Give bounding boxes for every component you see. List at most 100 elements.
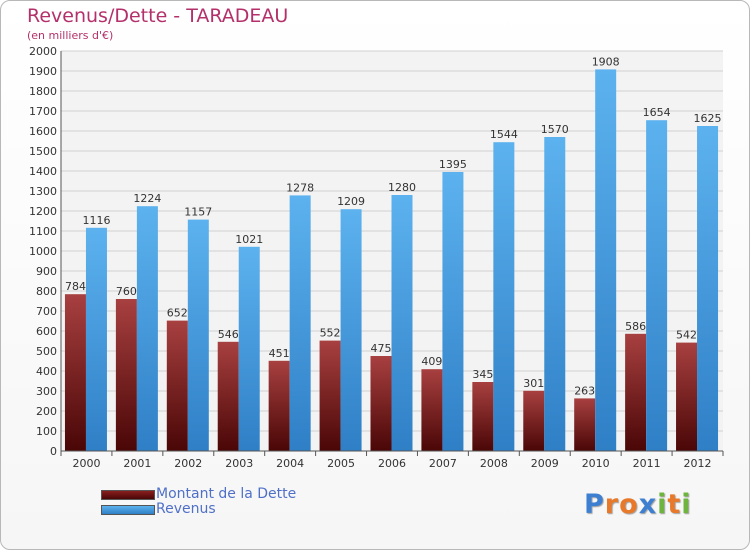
x-tick-label: 2003 xyxy=(225,457,253,470)
y-tick-label: 1300 xyxy=(29,185,57,198)
y-tick-label: 900 xyxy=(36,265,57,278)
data-label-revenus: 1157 xyxy=(184,206,212,219)
legend-label-revenus: Revenus xyxy=(156,501,216,517)
x-tick-label: 2007 xyxy=(429,457,457,470)
y-tick-label: 700 xyxy=(36,305,57,318)
y-tick-label: 1500 xyxy=(29,145,57,158)
y-tick-label: 1900 xyxy=(29,65,57,78)
y-tick-label: 1600 xyxy=(29,125,57,138)
bar-revenus xyxy=(544,137,566,451)
x-tick-label: 2008 xyxy=(480,457,508,470)
y-tick-label: 600 xyxy=(36,325,57,338)
bar-revenus xyxy=(646,120,668,451)
y-tick-label: 0 xyxy=(50,445,57,458)
logo-letter: i xyxy=(657,489,668,520)
bar-revenus xyxy=(340,209,362,451)
legend-swatch-revenus xyxy=(101,505,155,515)
data-label-revenus: 1395 xyxy=(439,158,467,171)
bar-dette xyxy=(523,390,545,451)
data-label-revenus: 1625 xyxy=(694,112,722,125)
bar-dette xyxy=(217,341,239,451)
logo-letter: o xyxy=(619,489,639,520)
chart-title: Revenus/Dette - TARADEAU xyxy=(27,5,289,27)
logo-letter: x xyxy=(638,489,658,520)
chart-subtitle: (en milliers d'€) xyxy=(27,29,114,42)
x-tick-label: 2006 xyxy=(378,457,406,470)
data-label-dette: 263 xyxy=(574,384,595,397)
x-tick-label: 2002 xyxy=(174,457,202,470)
data-label-revenus: 1278 xyxy=(286,181,314,194)
y-tick-label: 100 xyxy=(36,425,57,438)
data-label-revenus: 1570 xyxy=(541,123,569,136)
y-tick-label: 1000 xyxy=(29,245,57,258)
bar-revenus xyxy=(187,219,209,451)
data-label-dette: 760 xyxy=(116,285,137,298)
axes: 0 100 200 300 400 500 600 700 800 900 1000 1100 1200… xyxy=(29,45,724,470)
data-label-revenus: 1544 xyxy=(490,128,518,141)
data-label-dette: 301 xyxy=(523,377,544,390)
data-labels: 784 760 652 546 451 552 475 409 345 301 263 586 542 1… xyxy=(65,55,722,397)
bar-revenus xyxy=(391,195,413,451)
data-label-dette: 546 xyxy=(218,328,239,341)
logo-letter: i xyxy=(681,489,692,520)
bar-dette xyxy=(319,340,341,451)
bar-dette xyxy=(421,369,443,451)
bar-revenus xyxy=(442,172,464,451)
data-label-dette: 552 xyxy=(320,327,341,340)
bar-dette xyxy=(625,333,647,451)
bar-revenus xyxy=(85,227,107,451)
data-label-dette: 784 xyxy=(65,280,86,293)
logo-letter: P xyxy=(584,489,605,520)
x-tick-label: 2010 xyxy=(582,457,610,470)
bar-dette xyxy=(574,398,596,451)
y-tick-label: 1200 xyxy=(29,205,57,218)
proxiti-logo: Proxiti xyxy=(584,489,692,520)
bars xyxy=(64,69,719,452)
x-tick-label: 2004 xyxy=(276,457,304,470)
y-tick-label: 1800 xyxy=(29,85,57,98)
x-tick-label: 2009 xyxy=(531,457,559,470)
bar-dette xyxy=(64,294,86,451)
x-tick-label: 2011 xyxy=(633,457,661,470)
x-tick-label: 2001 xyxy=(123,457,151,470)
bar-dette xyxy=(268,360,290,451)
y-tick-label: 2000 xyxy=(29,45,57,58)
data-label-revenus: 1224 xyxy=(133,192,161,205)
data-label-revenus: 1280 xyxy=(388,181,416,194)
data-label-revenus: 1209 xyxy=(337,195,365,208)
data-label-dette: 345 xyxy=(472,368,493,381)
y-tick-label: 400 xyxy=(36,365,57,378)
bar-revenus xyxy=(136,206,158,451)
y-tick-label: 500 xyxy=(36,345,57,358)
x-tick-label: 2012 xyxy=(684,457,712,470)
bar-revenus xyxy=(238,246,260,451)
x-tick-label: 2000 xyxy=(72,457,100,470)
data-label-revenus: 1116 xyxy=(82,214,110,227)
y-tick-label: 800 xyxy=(36,285,57,298)
bar-dette xyxy=(115,299,137,451)
data-label-dette: 586 xyxy=(625,320,646,333)
x-tick-label: 2005 xyxy=(327,457,355,470)
data-label-dette: 409 xyxy=(421,355,442,368)
bar-dette xyxy=(370,356,392,451)
data-label-revenus: 1021 xyxy=(235,233,263,246)
bar-dette xyxy=(676,342,698,451)
bar-revenus xyxy=(697,126,719,451)
y-tick-label: 1400 xyxy=(29,165,57,178)
bar-dette xyxy=(166,320,188,451)
bar-revenus xyxy=(289,195,311,451)
data-label-revenus: 1654 xyxy=(643,106,671,119)
bar-revenus xyxy=(493,142,515,451)
data-label-dette: 652 xyxy=(167,307,188,320)
y-tick-label: 1700 xyxy=(29,105,57,118)
data-label-revenus: 1908 xyxy=(592,55,620,68)
bar-dette xyxy=(472,382,494,451)
y-tick-label: 200 xyxy=(36,405,57,418)
logo-letter: t xyxy=(667,489,682,520)
data-label-dette: 451 xyxy=(269,347,290,360)
data-label-dette: 475 xyxy=(371,342,392,355)
bar-revenus xyxy=(595,69,617,452)
y-tick-label: 300 xyxy=(36,385,57,398)
